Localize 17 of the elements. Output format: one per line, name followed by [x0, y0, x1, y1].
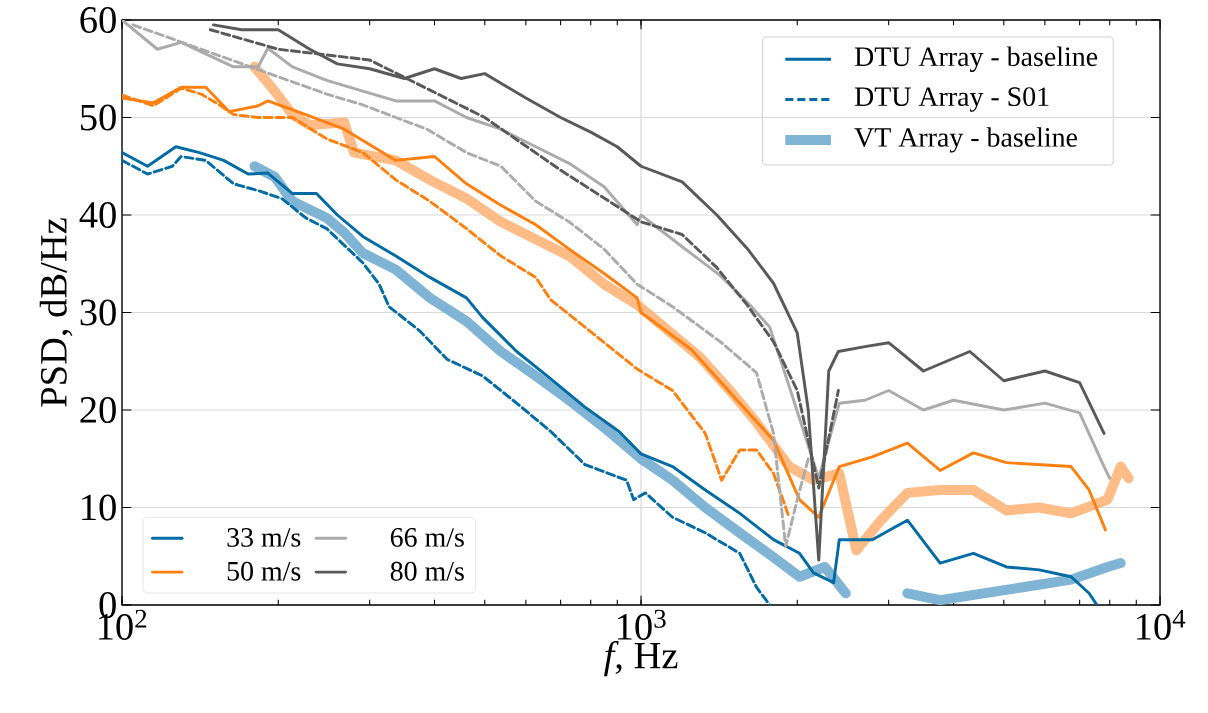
- x-tick-label: 10$^{4}$: [1137, 609, 1186, 640]
- x-tick-label: 10$^{3}$: [618, 609, 666, 640]
- y-tick-label: 20: [80, 397, 116, 423]
- y-tick-label: 30: [80, 299, 116, 326]
- annotation: DTU Array - baseline: [854, 46, 1098, 72]
- y-tick-label: 50: [81, 104, 116, 131]
- legend-label: 33 m/s: [227, 528, 301, 547]
- y-tick-label: 40: [79, 202, 116, 228]
- y-axis-title: PSD, dB/Hz: [39, 218, 73, 407]
- legend-label: 80 m/s: [390, 561, 464, 581]
- annotation: DTU Array - S01: [854, 87, 1049, 112]
- annotation: VT Array - baseline: [854, 127, 1077, 153]
- x-axis-title: f, Hz: [604, 641, 678, 677]
- legend-label: 66 m/s: [390, 528, 464, 547]
- y-tick-label: 10: [82, 494, 116, 521]
- legend-label: 50 m/s: [227, 561, 301, 581]
- y-tick-label: 60: [80, 7, 116, 33]
